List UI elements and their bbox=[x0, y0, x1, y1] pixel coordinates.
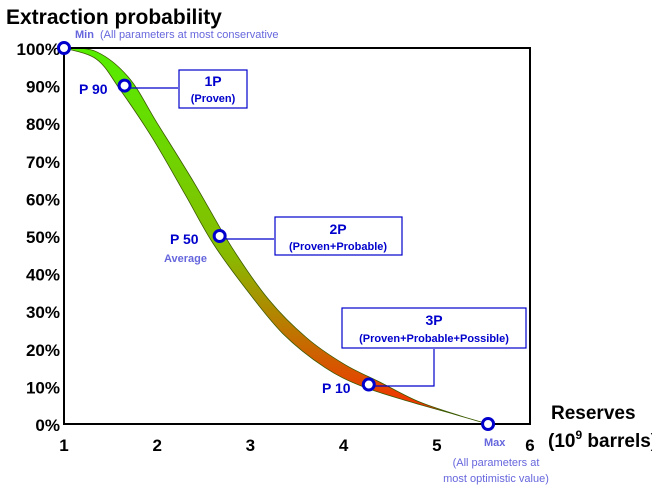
y-tick-label: 90% bbox=[26, 78, 60, 97]
callout-1p-box bbox=[178, 69, 248, 109]
point-p10-label: P 10 bbox=[322, 380, 351, 396]
callout-3p-box bbox=[341, 307, 527, 349]
callout-2p: 2P (Proven+Probable) bbox=[274, 216, 403, 256]
x-tick-label: 3 bbox=[246, 436, 255, 455]
callout-2p-box bbox=[274, 216, 403, 256]
callout-1p-subtitle: (Proven) bbox=[191, 93, 236, 105]
y-tick-label: 50% bbox=[26, 228, 60, 247]
x-tick-label: 5 bbox=[432, 436, 441, 455]
point-marker-p50 bbox=[212, 229, 227, 243]
x-axis-label-post: barrels) bbox=[582, 431, 652, 452]
callout-3p: 3P (Proven+Probable+Possible) bbox=[341, 307, 527, 349]
y-tick-labels: 0% 10% 20% 30% 40% 50% 60% 70% 80% 90% 100% bbox=[17, 40, 60, 435]
point-markers bbox=[57, 41, 496, 431]
callout-2p-subtitle: (Proven+Probable) bbox=[289, 241, 387, 253]
x-tick-label: 6 bbox=[525, 436, 534, 455]
y-tick-label: 80% bbox=[26, 115, 60, 134]
y-tick-label: 0% bbox=[35, 416, 60, 435]
callout-3p-connector bbox=[375, 349, 435, 387]
y-tick-label: 20% bbox=[26, 341, 60, 360]
point-marker-p90 bbox=[117, 78, 132, 93]
y-tick-label: 60% bbox=[26, 190, 60, 209]
y-tick-label: 100% bbox=[17, 40, 60, 59]
point-marker-min bbox=[57, 41, 71, 55]
x-tick-label: 4 bbox=[339, 436, 349, 455]
callout-3p-title: 3P bbox=[425, 312, 442, 328]
x-axis-label-pre: (10 bbox=[548, 431, 575, 452]
chart-title: Extraction probability bbox=[6, 6, 222, 29]
point-max-note-line2: most optimistic value) bbox=[443, 473, 549, 485]
x-axis-label-line2: (109 barrels) bbox=[548, 428, 652, 452]
y-tick-label: 40% bbox=[26, 266, 60, 285]
callout-3p-subtitle: (Proven+Probable+Possible) bbox=[359, 333, 509, 345]
point-p50-note: Average bbox=[164, 253, 207, 265]
point-min-note: (All parameters at most conservative bbox=[100, 29, 279, 41]
y-tick-label: 30% bbox=[26, 303, 60, 322]
x-axis-label-line1: Reserves bbox=[551, 403, 636, 424]
callout-1p-title: 1P bbox=[204, 73, 221, 89]
x-tick-label: 1 bbox=[59, 436, 68, 455]
callout-2p-title: 2P bbox=[329, 221, 346, 237]
point-max-label: Max bbox=[484, 437, 506, 449]
y-tick-label: 10% bbox=[26, 378, 60, 397]
point-p50-label: P 50 bbox=[170, 231, 199, 247]
plot-frame bbox=[63, 47, 531, 425]
point-marker-max bbox=[481, 417, 496, 431]
x-tick-label: 2 bbox=[152, 436, 161, 455]
point-min-label: Min bbox=[75, 29, 94, 41]
x-tick-labels: 1 2 3 4 5 6 bbox=[59, 436, 534, 455]
point-p90-label: P 90 bbox=[79, 81, 108, 97]
x-axis-label-sup: 9 bbox=[575, 428, 582, 442]
y-tick-label: 70% bbox=[26, 153, 60, 172]
point-max-note-line1: (All parameters at bbox=[453, 457, 540, 469]
callout-1p: 1P (Proven) bbox=[178, 69, 248, 109]
point-marker-p10 bbox=[361, 377, 376, 392]
